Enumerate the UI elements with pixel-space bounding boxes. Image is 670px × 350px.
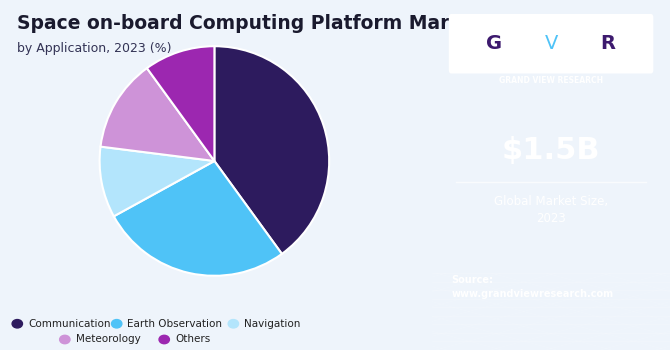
Text: Others: Others [175, 335, 210, 344]
Text: Meteorology: Meteorology [76, 335, 141, 344]
Wedge shape [100, 147, 214, 216]
Wedge shape [100, 68, 214, 161]
Circle shape [159, 335, 170, 344]
Text: Space on-board Computing Platform Market Share: Space on-board Computing Platform Market… [17, 14, 551, 33]
Text: by Application, 2023 (%): by Application, 2023 (%) [17, 42, 172, 55]
Wedge shape [114, 161, 282, 276]
Text: GRAND VIEW RESEARCH: GRAND VIEW RESEARCH [499, 76, 603, 85]
Circle shape [111, 320, 122, 328]
Wedge shape [147, 46, 214, 161]
Circle shape [228, 320, 239, 328]
Text: Communication: Communication [28, 319, 111, 329]
Text: Source:
www.grandviewresearch.com: Source: www.grandviewresearch.com [451, 275, 613, 299]
FancyBboxPatch shape [449, 14, 653, 74]
Text: V: V [545, 34, 557, 52]
Text: Navigation: Navigation [244, 319, 301, 329]
Text: G: G [486, 34, 502, 52]
Wedge shape [214, 46, 329, 254]
Text: R: R [601, 34, 616, 52]
Circle shape [60, 335, 70, 344]
Text: Earth Observation: Earth Observation [127, 319, 222, 329]
Text: Global Market Size,
2023: Global Market Size, 2023 [494, 195, 608, 225]
Text: $1.5B: $1.5B [502, 136, 600, 165]
Circle shape [12, 320, 23, 328]
